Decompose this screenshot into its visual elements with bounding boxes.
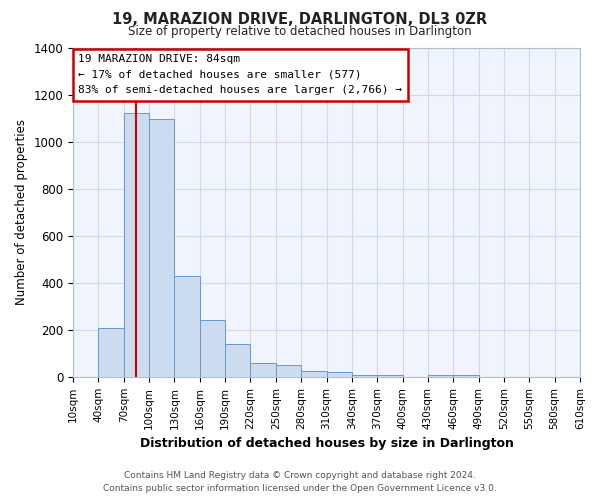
Text: 19, MARAZION DRIVE, DARLINGTON, DL3 0ZR: 19, MARAZION DRIVE, DARLINGTON, DL3 0ZR	[112, 12, 488, 28]
Bar	[124, 114, 149, 377]
Bar	[276, 365, 301, 377]
Bar	[149, 120, 175, 377]
Bar	[200, 320, 225, 377]
Bar	[98, 328, 124, 377]
Bar	[301, 371, 326, 377]
Text: Size of property relative to detached houses in Darlington: Size of property relative to detached ho…	[128, 25, 472, 38]
Bar	[326, 372, 352, 377]
Bar	[377, 374, 403, 377]
Bar	[428, 374, 453, 377]
Bar	[352, 374, 377, 377]
Y-axis label: Number of detached properties: Number of detached properties	[15, 119, 28, 305]
X-axis label: Distribution of detached houses by size in Darlington: Distribution of detached houses by size …	[140, 437, 514, 450]
Text: 19 MARAZION DRIVE: 84sqm
← 17% of detached houses are smaller (577)
83% of semi-: 19 MARAZION DRIVE: 84sqm ← 17% of detach…	[78, 54, 402, 96]
Bar	[225, 344, 250, 377]
Bar	[453, 374, 479, 377]
Bar	[250, 363, 276, 377]
Bar	[175, 276, 200, 377]
Text: Contains HM Land Registry data © Crown copyright and database right 2024.
Contai: Contains HM Land Registry data © Crown c…	[103, 472, 497, 493]
